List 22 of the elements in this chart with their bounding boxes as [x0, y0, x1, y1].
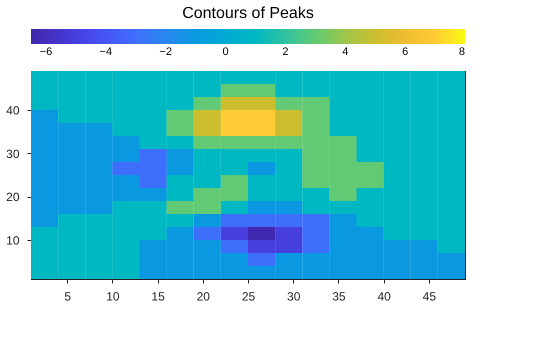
x-tick-label: 20 — [196, 290, 210, 304]
color-bar-label: −2 — [159, 46, 172, 58]
y-tick-label: 30 — [6, 146, 20, 161]
y-tick-label: 10 — [6, 234, 20, 248]
color-bar-label: 0 — [222, 46, 229, 58]
color-bar-label: 4 — [342, 46, 348, 58]
color-bar-label: 8 — [458, 46, 465, 58]
x-tick-label: 10 — [106, 290, 120, 304]
x-tick-label: 40 — [377, 290, 392, 304]
x-tick-label: 15 — [151, 290, 166, 304]
x-tick-label: 35 — [332, 290, 346, 304]
color-bar-label: −6 — [40, 46, 52, 58]
color-bar-label: 6 — [402, 46, 408, 58]
y-tick-label: 20 — [6, 190, 20, 204]
chart-title: Contours of Peaks — [182, 5, 314, 22]
x-tick-label: 30 — [287, 290, 301, 304]
color-bar-label: 2 — [282, 46, 288, 58]
x-tick-label: 45 — [422, 290, 436, 304]
y-tick-label: 40 — [6, 104, 20, 118]
x-tick-label: 25 — [242, 290, 256, 304]
color-bar-label: −4 — [100, 46, 112, 58]
x-tick-label: 5 — [64, 290, 72, 304]
